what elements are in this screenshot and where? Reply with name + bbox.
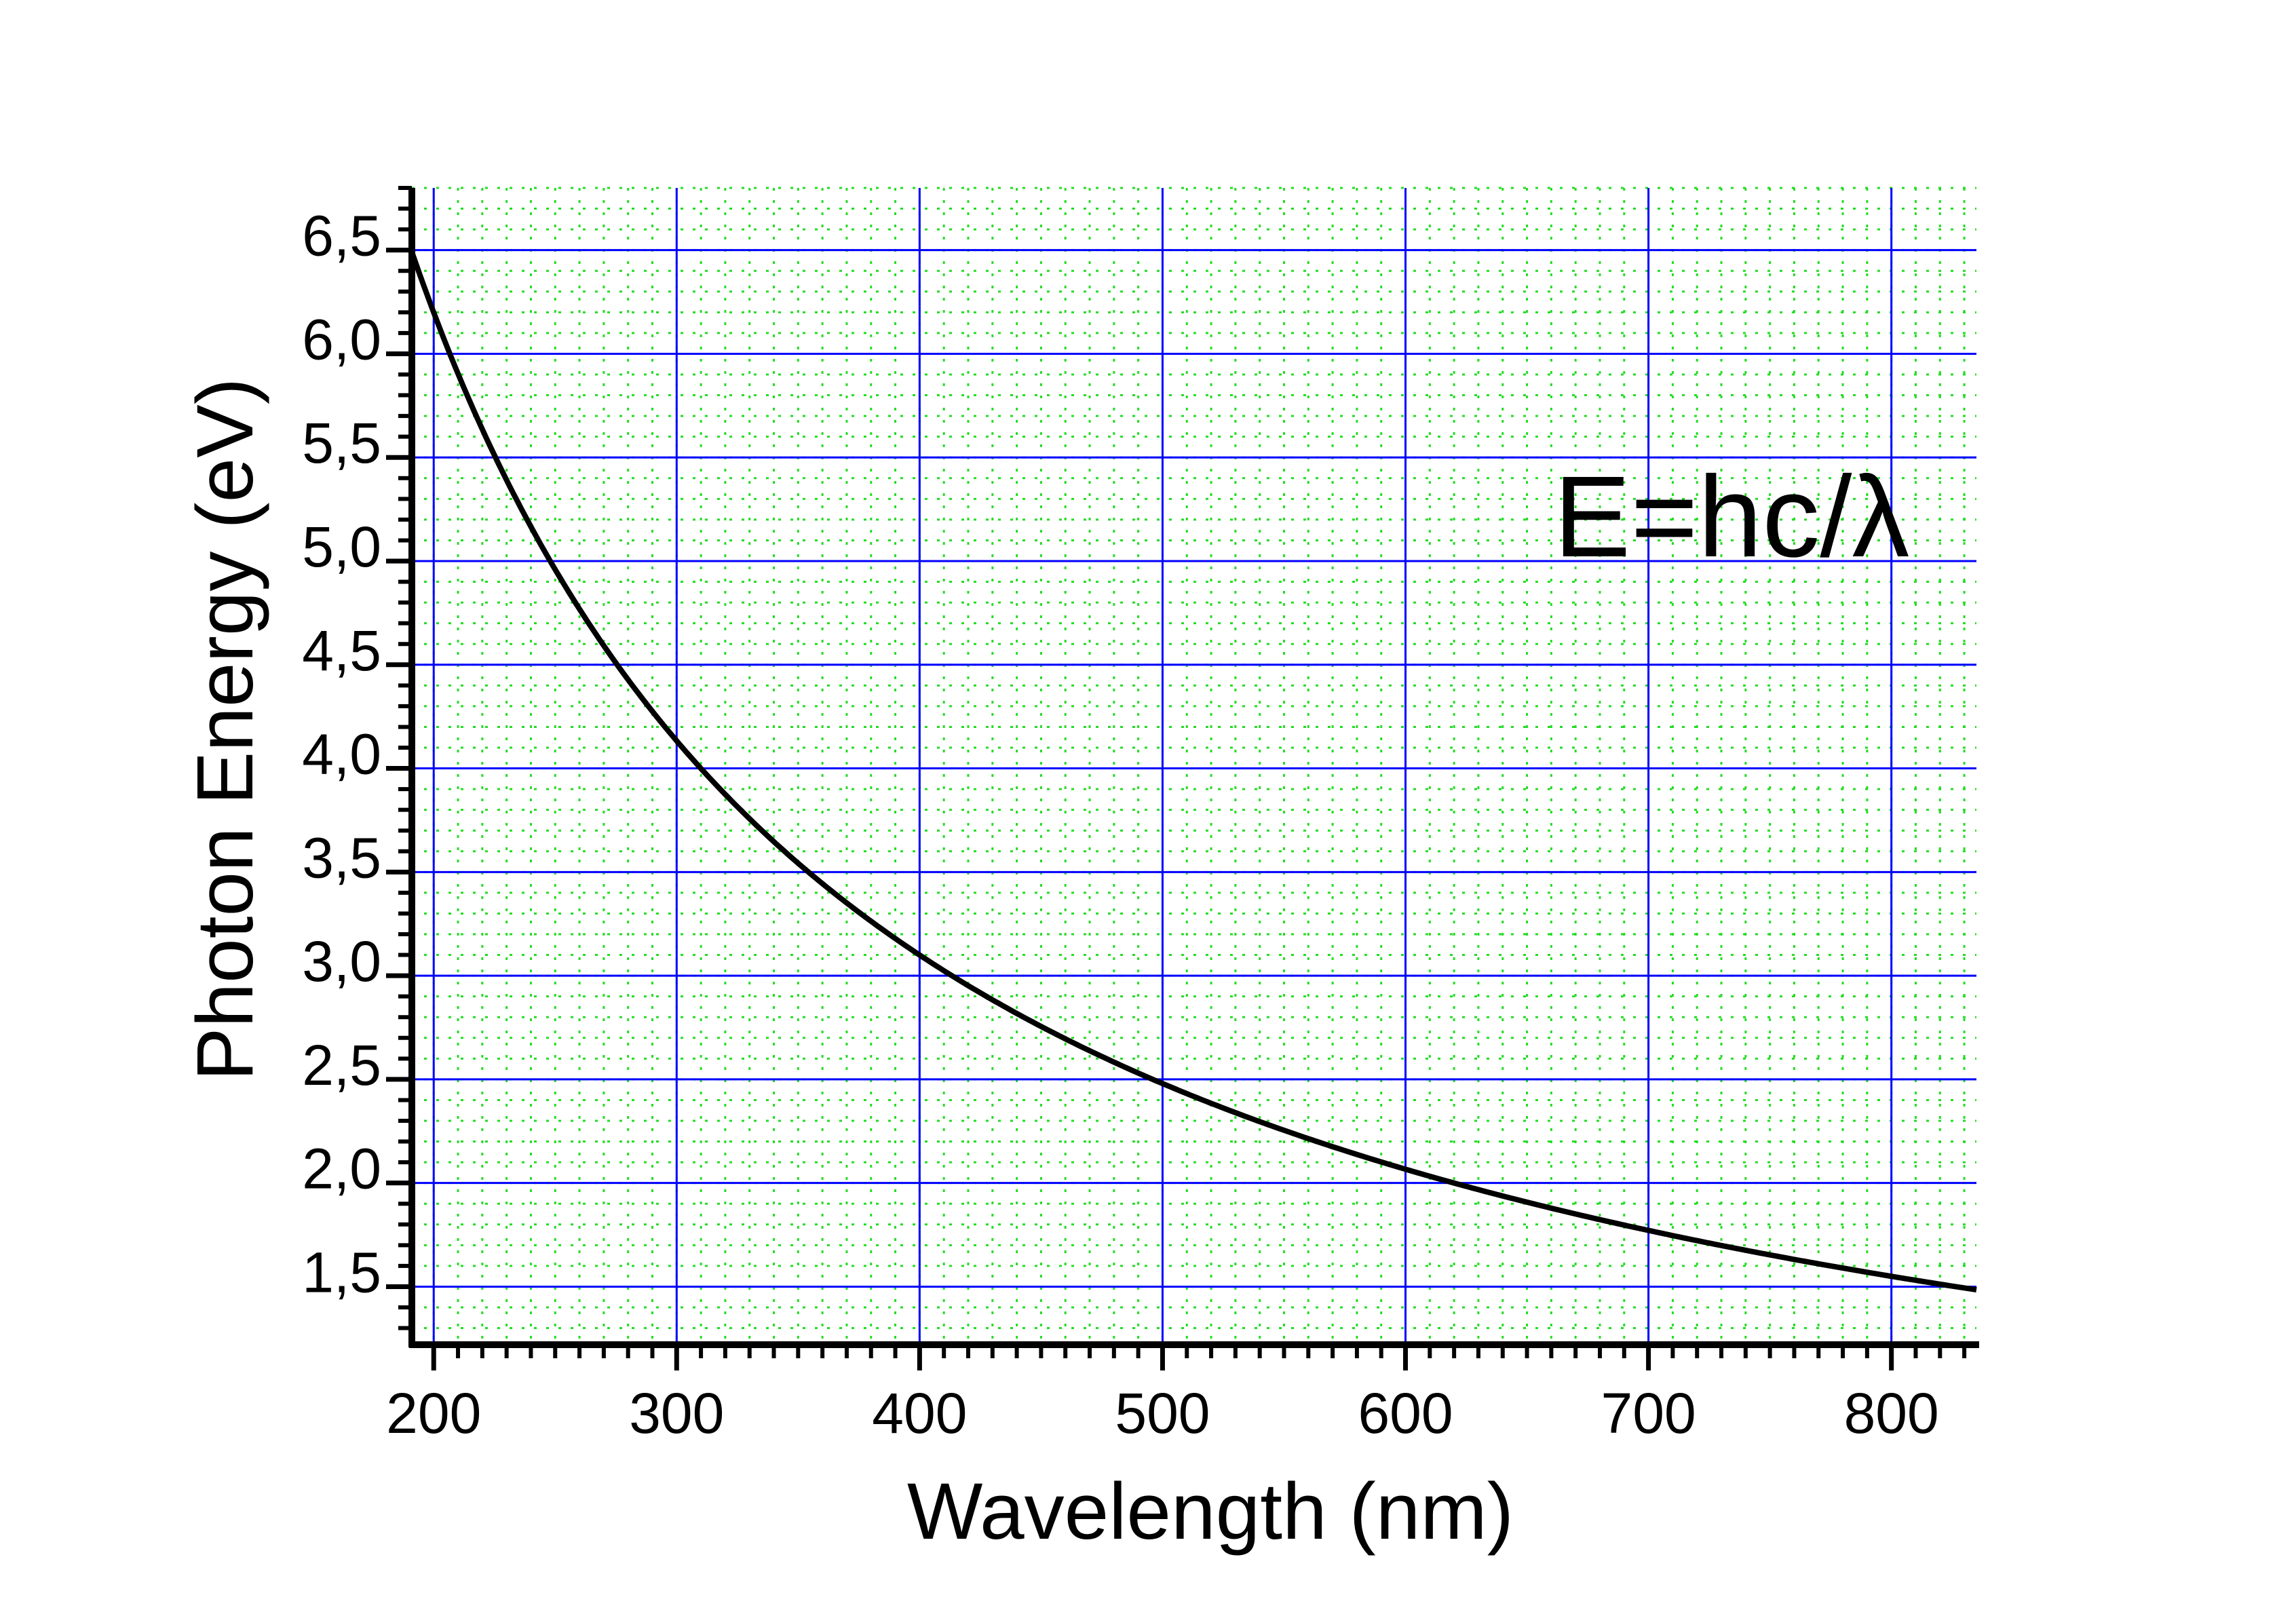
y-tick-label: 3,5 — [302, 826, 381, 889]
y-tick-label: 2,5 — [302, 1033, 381, 1097]
y-tick-label: 2,0 — [302, 1137, 381, 1201]
y-tick-label: 6,5 — [302, 204, 381, 268]
y-tick-label: 5,5 — [302, 411, 381, 475]
x-tick-label: 700 — [1601, 1381, 1696, 1445]
x-tick-label: 600 — [1358, 1381, 1453, 1445]
y-axis-title: Photon Energy (eV) — [180, 378, 270, 1081]
minor-grid — [412, 187, 1976, 1345]
y-tick-label: 1,5 — [302, 1240, 381, 1304]
y-tick-label: 4,5 — [302, 619, 381, 683]
x-tick-labels: 200 300 400 500 600 700 800 — [386, 1381, 1939, 1445]
x-tick-label: 300 — [629, 1381, 724, 1445]
y-tick-label: 4,0 — [302, 723, 381, 786]
x-tick-label: 500 — [1115, 1381, 1210, 1445]
x-tick-label: 800 — [1844, 1381, 1939, 1445]
data-series-curve — [409, 250, 1977, 1293]
x-tick-label: 400 — [872, 1381, 967, 1445]
y-tick-label: 5,0 — [302, 515, 381, 579]
x-tick-label: 200 — [386, 1381, 481, 1445]
formula-annotation: E=hc/λ — [1554, 453, 1909, 581]
y-tick-label: 3,0 — [302, 929, 381, 993]
x-axis-title: Wavelength (nm) — [907, 1467, 1514, 1556]
y-tick-labels: 1,5 2,0 2,5 3,0 3,5 4,0 4,5 5,0 5,5 6,0 6,5 — [302, 204, 381, 1305]
y-tick-label: 6,0 — [302, 307, 381, 371]
axes — [386, 186, 1979, 1370]
major-grid — [412, 188, 1976, 1345]
